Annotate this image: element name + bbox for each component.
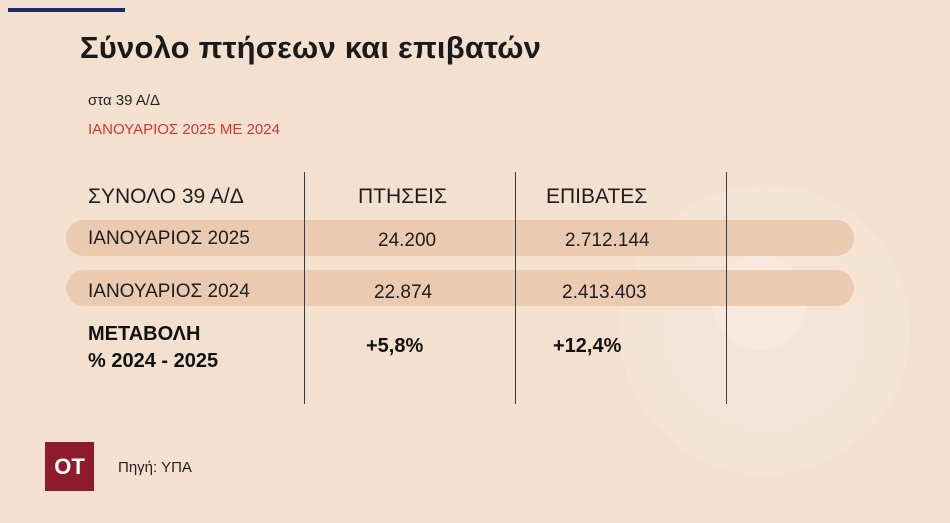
passengers-value: 2.712.144: [565, 230, 650, 251]
flights-value: 24.200: [378, 230, 437, 251]
page-title: Σύνολο πτήσεων και επιβατών: [80, 30, 542, 65]
page-subtitle: στα 39 Α/Δ: [88, 92, 161, 109]
top-accent-bar: [8, 8, 125, 12]
period-label: ΙΑΝΟΥΑΡΙΟΣ 2025 ΜΕ 2024: [88, 121, 280, 138]
passengers-value: 2.413.403: [562, 282, 647, 303]
row-label: ΙΑΝΟΥΑΡΙΟΣ 2024: [88, 281, 250, 302]
column-divider: [304, 172, 305, 404]
decorative-circle: [660, 225, 870, 435]
column-header-passengers: ΕΠΙΒΑΤΕΣ: [546, 185, 648, 208]
source-label: Πηγή: ΥΠΑ: [118, 459, 192, 476]
column-header-total: ΣΥΝΟΛΟ 39 Α/Δ: [88, 185, 244, 208]
column-header-flights: ΠΤΗΣΕΙΣ: [358, 185, 447, 208]
ot-logo: ΟΤ: [45, 442, 94, 491]
flights-change: +5,8%: [366, 335, 424, 357]
row-highlight: [66, 220, 854, 256]
flights-value: 22.874: [374, 282, 433, 303]
change-label-line2: % 2024 - 2025: [88, 350, 219, 372]
row-label: ΙΑΝΟΥΑΡΙΟΣ 2025: [88, 228, 250, 249]
passengers-change: +12,4%: [553, 335, 622, 357]
column-divider: [726, 172, 727, 404]
row-highlight: [66, 270, 854, 306]
column-divider: [515, 172, 516, 404]
change-label-line1: ΜΕΤΑΒΟΛΗ: [88, 323, 201, 345]
